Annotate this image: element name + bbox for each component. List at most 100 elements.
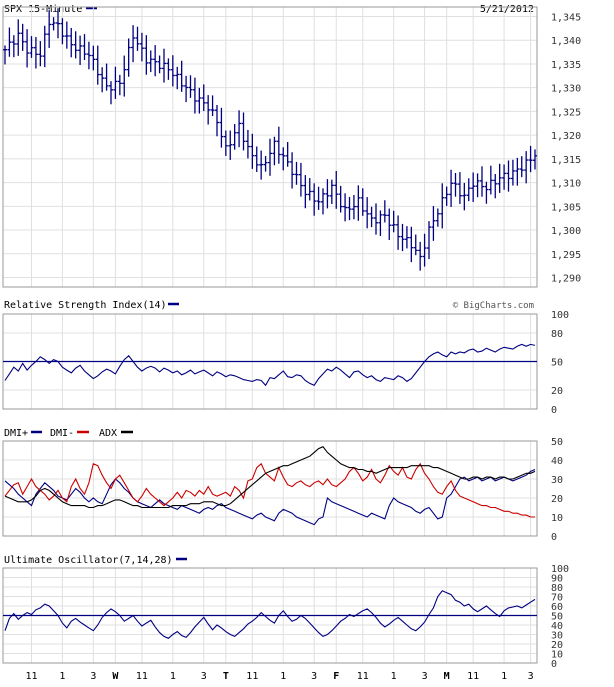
price-bar <box>254 146 259 172</box>
price-bar <box>360 188 365 216</box>
price-bar <box>153 45 158 77</box>
panels: 1,290 1,295 1,300 1,305 1,310 1,315 1,320 1,325… <box>2 6 581 670</box>
price-bar <box>64 21 69 49</box>
uo-ytick-label-8: 80 <box>551 583 563 594</box>
price-bar <box>391 210 396 233</box>
price-bar <box>91 45 96 71</box>
price-panel: 1,290 1,295 1,300 1,305 1,310 1,315 1,320 1,325… <box>2 6 581 288</box>
price-bar <box>325 179 330 209</box>
x-axis-label: W <box>112 671 119 682</box>
x-axis-label: 3 <box>90 671 96 682</box>
uo-ytick-label-7: 70 <box>551 593 563 604</box>
price-bar <box>365 197 370 229</box>
price-bar <box>334 170 339 209</box>
x-axis-label: 11 <box>25 671 37 682</box>
price-bar <box>144 35 149 75</box>
price-bar <box>135 26 140 51</box>
price-bar <box>493 174 498 199</box>
uo-ytick-label-4: 40 <box>551 621 563 632</box>
price-bar <box>329 179 334 204</box>
price-bar <box>157 55 162 74</box>
price-ytick-label-5: 1,315 <box>551 155 581 166</box>
price-bar <box>95 45 100 85</box>
price-ytick-label-11: 1,345 <box>551 12 581 23</box>
x-axis-labels: 11 1 3 W 11 1 3 T 11 1 3 F 11 1 3 M 11 1 3 <box>25 671 533 682</box>
rsi-ytick-label-4: 100 <box>551 310 569 321</box>
price-bar <box>338 185 343 213</box>
price-bar <box>51 17 56 31</box>
price-bar <box>122 55 127 97</box>
dmi-series-line-dmi- <box>4 468 536 526</box>
x-axis-label: M <box>444 671 450 682</box>
x-axis-label: 1 <box>280 671 286 682</box>
rsi-ytick-label-1: 20 <box>551 386 563 397</box>
price-bar <box>245 129 250 159</box>
price-bar <box>228 130 233 160</box>
rsi-ytick-label-0: 0 <box>551 405 557 416</box>
price-bar <box>162 48 166 83</box>
x-axis-label: 3 <box>201 671 207 682</box>
x-axis-label: 1 <box>170 671 176 682</box>
price-bar <box>268 138 272 176</box>
price-bar <box>343 193 348 222</box>
x-axis-label: 1 <box>391 671 397 682</box>
price-bar <box>298 162 303 197</box>
dmi-ytick-label-2: 20 <box>551 494 563 505</box>
price-bar <box>42 25 47 68</box>
price-bar <box>126 38 131 77</box>
x-axis-label: 11 <box>357 671 369 682</box>
price-bar <box>188 75 193 98</box>
uo-ytick-label-3: 30 <box>551 631 563 642</box>
chart-date: 5/21/2012 <box>480 4 534 15</box>
price-bar <box>387 208 392 240</box>
rsi-title: Relative Strength Index(14) <box>4 300 167 311</box>
price-bar <box>259 150 264 180</box>
price-bar <box>510 159 515 186</box>
watermark: © BigCharts.com <box>453 301 534 311</box>
price-bar <box>281 147 286 171</box>
price-bar <box>356 185 361 221</box>
rsi-series-line-relative-strength-index-14- <box>4 343 536 387</box>
price-title: SPX 15-Minute <box>4 4 82 15</box>
price-bar <box>139 32 144 62</box>
dmi-panel: 0 10 20 30 40 50 <box>2 437 563 543</box>
rsi-ytick-label-2: 50 <box>551 358 563 369</box>
price-bar <box>502 164 507 190</box>
price-bar <box>400 223 405 252</box>
price-bar <box>7 27 12 57</box>
price-bar <box>404 226 409 249</box>
price-bar <box>440 183 445 229</box>
price-bar <box>351 194 356 220</box>
price-bar <box>321 188 325 215</box>
price-bar <box>316 186 321 210</box>
price-ytick-label-8: 1,330 <box>551 84 581 95</box>
price-bar <box>457 172 462 204</box>
price-bar <box>25 29 30 68</box>
x-axis-label: 11 <box>246 671 258 682</box>
dmi-series-line-adx <box>4 446 536 509</box>
price-bar <box>409 226 414 263</box>
price-bar <box>3 45 7 65</box>
price-bar <box>347 196 352 221</box>
price-bar <box>396 215 401 250</box>
price-bar <box>86 41 91 70</box>
price-bar <box>11 35 16 58</box>
price-ytick-label-7: 1,325 <box>551 107 581 118</box>
uo-ytick-label-9: 90 <box>551 574 563 585</box>
price-bar <box>524 151 529 184</box>
dmi-frame <box>2 440 538 537</box>
price-bar <box>78 35 83 65</box>
price-bar <box>117 74 122 96</box>
x-axis-label: 3 <box>528 671 534 682</box>
price-bar <box>192 77 197 114</box>
price-frame <box>2 6 538 288</box>
rsi-panel: 0 20 50 80 100 <box>2 310 569 416</box>
dmi-ytick-label-3: 30 <box>551 475 563 486</box>
x-axis-label: 1 <box>59 671 65 682</box>
dmi-ytick-label-4: 40 <box>551 456 563 467</box>
price-bar <box>466 178 471 202</box>
price-bar <box>215 105 219 137</box>
price-bar <box>484 181 489 204</box>
